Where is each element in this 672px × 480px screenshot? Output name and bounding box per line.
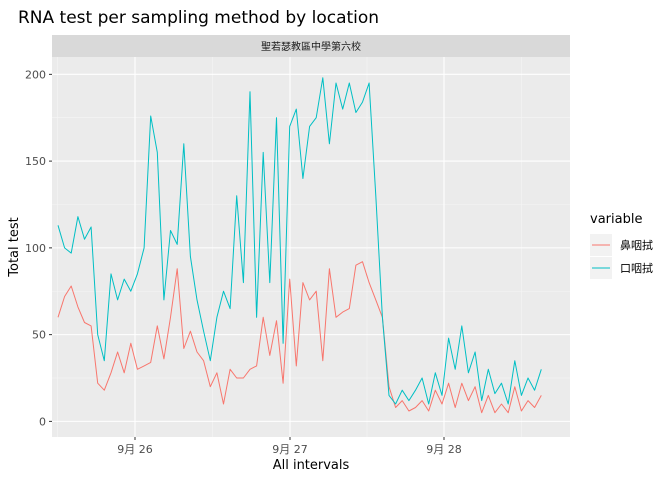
- chart-title: RNA test per sampling method by location: [18, 8, 379, 28]
- y-tick-label: 0: [39, 415, 46, 428]
- series-line-2: [57, 77, 542, 405]
- y-tick-label: 100: [25, 242, 46, 255]
- x-axis-tick-labels: 9月 26 9月 27 9月 28: [117, 443, 462, 456]
- legend-label-1: 鼻咽拭: [620, 238, 653, 252]
- y-tick-label: 150: [25, 155, 46, 168]
- y-axis-tick-labels: 0 50 100 150 200: [25, 68, 46, 428]
- facet-label: 聖若瑟教區中學第六校: [261, 40, 361, 53]
- legend-label-2: 口咽拭: [620, 261, 653, 275]
- x-axis-title: All intervals: [273, 458, 350, 473]
- plot-panel: [52, 57, 570, 437]
- series-line-1: [57, 261, 542, 414]
- series-layer: [57, 77, 542, 414]
- x-tick-label: 9月 28: [426, 443, 462, 456]
- x-tick-label: 9月 27: [272, 443, 308, 456]
- axis-tick-marks: [49, 73, 445, 440]
- y-axis-title: Total test: [7, 217, 22, 277]
- major-gridlines: [52, 57, 570, 437]
- y-tick-label: 50: [32, 329, 46, 342]
- minor-gridlines: [52, 57, 570, 437]
- facet-strip: [52, 35, 570, 57]
- y-tick-label: 200: [25, 68, 46, 81]
- legend-title: variable: [590, 212, 642, 227]
- x-tick-label: 9月 26: [117, 443, 153, 456]
